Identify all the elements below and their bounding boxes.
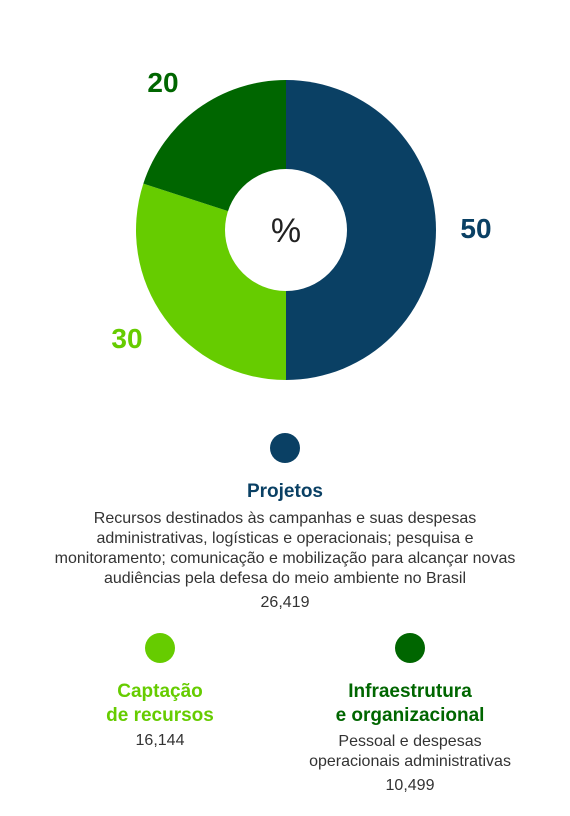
legend-dot-projetos xyxy=(270,433,300,463)
legend-item-infra: Infraestrutura e organizacional Pessoal … xyxy=(280,633,540,796)
legend-title-infra-line2: e organizacional xyxy=(335,705,485,726)
donut-chart: % 50 30 20 xyxy=(111,67,492,380)
legend-dot-infra xyxy=(395,633,425,663)
legend-title-projetos: Projetos xyxy=(246,481,324,502)
legend-title-captacao: Captação de recursos xyxy=(60,680,260,728)
slice-label-infra: 20 xyxy=(147,67,178,98)
legend-value-infra: 10,499 xyxy=(385,777,435,794)
legend-description-infra-line1: Pessoal e despesas xyxy=(338,733,482,750)
center-percent-label: % xyxy=(271,212,301,250)
legend-title-captacao-line1: Captação xyxy=(117,681,203,702)
legend-description-infra: Pessoal e despesas operacionais administ… xyxy=(280,732,540,772)
legend-title-infra-line1: Infraestrutura xyxy=(348,681,472,702)
legend-title-captacao-line2: de recursos xyxy=(106,705,214,726)
legend-description-projetos: Recursos destinados às campanhas e suas … xyxy=(54,510,516,587)
legend-item-projetos: Projetos Recursos destinados às campanha… xyxy=(40,433,530,613)
slice-label-captacao: 30 xyxy=(111,323,142,354)
legend-value-captacao: 16,144 xyxy=(135,732,185,749)
slice-projetos xyxy=(286,80,436,380)
legend-title-infra: Infraestrutura e organizacional xyxy=(280,680,540,728)
donut-hole xyxy=(225,169,347,291)
legend-item-captacao: Captação de recursos 16,144 xyxy=(60,633,260,751)
slice-label-projetos: 50 xyxy=(460,213,491,244)
legend-description-infra-line2: operacionais administrativas xyxy=(309,753,511,770)
legend-dot-captacao xyxy=(145,633,175,663)
legend-value-projetos: 26,419 xyxy=(260,594,310,611)
